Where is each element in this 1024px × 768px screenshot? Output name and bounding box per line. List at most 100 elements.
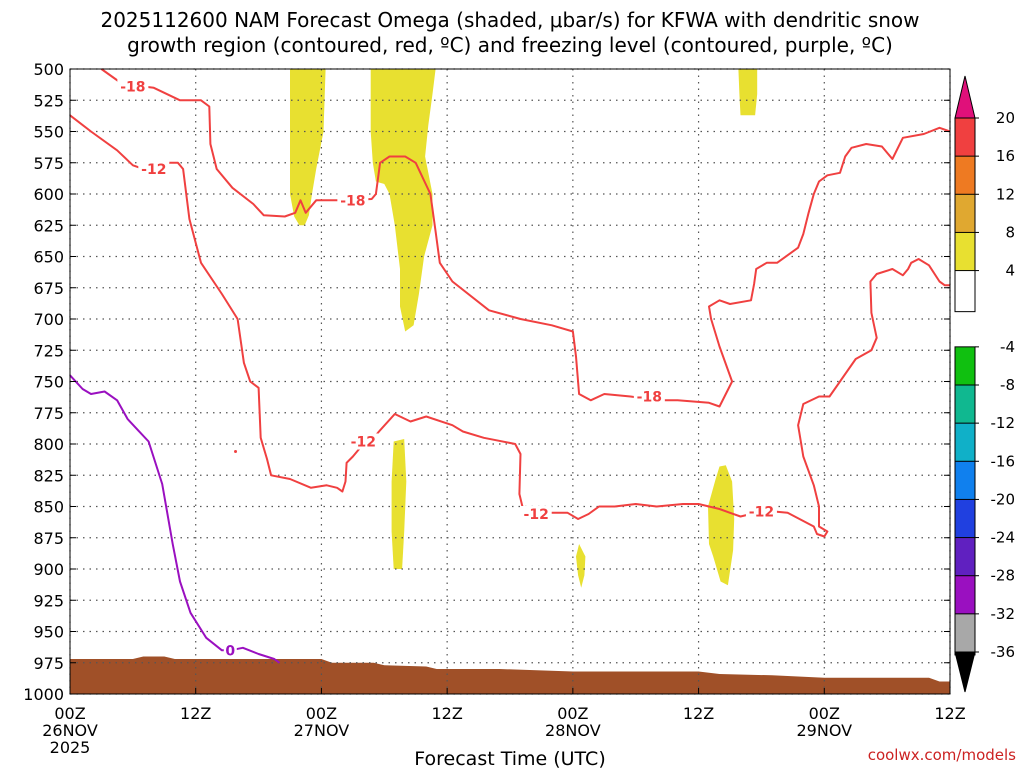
y-tick-label: 675 xyxy=(33,279,64,298)
omega-region-1 xyxy=(290,69,326,226)
colorbar-bin xyxy=(954,537,976,580)
omega-region-2 xyxy=(370,69,436,332)
colorbar-top-arrow xyxy=(954,75,976,119)
dendritic-contour-m18-label: -18 xyxy=(340,193,365,209)
y-tick-label: 750 xyxy=(33,373,64,392)
y-tick-label: 700 xyxy=(33,310,64,329)
colorbar-bin xyxy=(954,117,976,160)
freezing-contour-label-bg xyxy=(223,642,237,659)
dendritic-contour-m18-line xyxy=(100,68,951,408)
y-tick-label: 650 xyxy=(33,248,64,267)
y-tick-label: 525 xyxy=(33,91,64,110)
colorbar-bin xyxy=(954,613,976,656)
x-tick-label: 12Z xyxy=(683,704,714,723)
x-tick-label: 00Z xyxy=(809,704,840,723)
dendritic-contour-m18-label: -18 xyxy=(637,390,662,406)
dendritic-contour-m12-label-bg xyxy=(520,506,552,522)
contour-layer: -18 -18 -18 -12 -12 -12 -12 0 xyxy=(69,68,951,664)
colorbar-label: 12 xyxy=(996,185,1015,203)
colorbar-bin xyxy=(954,422,976,465)
omega-region-5 xyxy=(576,544,586,588)
colorbar-label: -16 xyxy=(991,452,1016,470)
x-axis-label: Forecast Time (UTC) xyxy=(414,748,605,768)
colorbar-bin xyxy=(954,346,976,389)
dendritic-contour-m12-label: -12 xyxy=(749,505,774,521)
y-tick-label: 550 xyxy=(33,123,64,142)
stray-contour-mark xyxy=(234,450,238,453)
colorbar-label: -24 xyxy=(991,529,1016,547)
x-tick-label: 28NOV xyxy=(545,721,601,740)
x-tick-label: 29NOV xyxy=(796,721,852,740)
x-tick-label: 27NOV xyxy=(294,721,350,740)
colorbar-label: 16 xyxy=(996,147,1015,165)
colorbar-bin xyxy=(954,270,976,313)
colorbar-bin xyxy=(954,460,976,503)
omega-shading-layer xyxy=(290,69,758,588)
y-tick-label: 975 xyxy=(33,654,64,673)
below-ground-shading xyxy=(70,656,950,694)
colorbar-label: -36 xyxy=(991,643,1016,661)
x-tick-label: 00Z xyxy=(306,704,337,723)
colorbar-label: -20 xyxy=(991,490,1016,508)
y-tick-label: 825 xyxy=(33,466,64,485)
y-axis: 500 525 550 575 600 625 650 675 700 725 750 775 800 8… xyxy=(23,60,950,704)
colorbar-label: -8 xyxy=(1000,376,1015,394)
x-tick-label: 00Z xyxy=(54,704,85,723)
chart-title-line2: growth region (contoured, red, ºC) and f… xyxy=(127,33,893,57)
y-tick-label: 575 xyxy=(33,154,64,173)
colorbar-bin xyxy=(954,384,976,427)
freezing-contour-label: 0 xyxy=(225,643,235,659)
dendritic-contour-m18-label-bg xyxy=(117,78,149,95)
x-tick-label: 12Z xyxy=(934,704,965,723)
grid-layer xyxy=(69,68,951,695)
y-tick-label: 850 xyxy=(33,498,64,517)
colorbar-label: 4 xyxy=(1005,262,1015,280)
dendritic-contour-m12-label-bg xyxy=(138,161,170,177)
y-tick-label: 925 xyxy=(33,591,64,610)
colorbar-label: -32 xyxy=(991,605,1016,623)
omega-region-4 xyxy=(391,439,407,569)
colorbar: 20 16 12 8 4 -4 -8 -12 -16 -20 -24 -28 -32 -36 xyxy=(954,75,1016,693)
x-tick-label: 12Z xyxy=(431,704,462,723)
y-tick-label: 725 xyxy=(33,341,64,360)
colorbar-bin xyxy=(954,498,976,542)
y-tick-label: 775 xyxy=(33,404,64,423)
dendritic-contour-m12-label-bg xyxy=(347,433,379,450)
credit-text: coolwx.com/models xyxy=(868,746,1016,764)
omega-region-3 xyxy=(738,69,758,116)
y-tick-label: 500 xyxy=(33,60,64,79)
colorbar-bin xyxy=(954,575,976,618)
x-tick-label: 2025 xyxy=(50,738,91,757)
y-tick-label: 600 xyxy=(33,185,64,204)
dendritic-contour-m18-label: -18 xyxy=(120,80,145,96)
colorbar-label: -12 xyxy=(991,414,1016,432)
dendritic-contour-m12-label-bg xyxy=(745,503,777,520)
x-tick-label: 26NOV xyxy=(42,721,98,740)
below-ground-layer xyxy=(70,656,950,694)
dendritic-contour-m12-label: -12 xyxy=(524,507,549,523)
y-tick-label: 800 xyxy=(33,435,64,454)
dendritic-contour-m18-label-bg xyxy=(633,388,665,405)
y-tick-label: 625 xyxy=(33,216,64,235)
dendritic-contour-m18-label-bg xyxy=(337,192,369,209)
y-tick-label: 900 xyxy=(33,560,64,579)
y-tick-label: 875 xyxy=(33,529,64,548)
omega-region-6 xyxy=(708,465,735,586)
colorbar-bin xyxy=(954,231,976,275)
y-tick-label: 950 xyxy=(33,623,64,642)
plot-area: -18 -18 -18 -12 -12 -12 -12 0 500 525 550 575 600 62… xyxy=(23,60,965,757)
freezing-contour-line xyxy=(69,374,281,664)
x-tick-label: 12Z xyxy=(180,704,211,723)
colorbar-label: -4 xyxy=(1000,338,1015,356)
dendritic-contour-m12-line xyxy=(69,114,950,538)
dendritic-contour-m12-label: -12 xyxy=(141,162,166,178)
x-tick-label: 00Z xyxy=(557,704,588,723)
colorbar-label: 20 xyxy=(996,109,1015,127)
dendritic-contour-m12-label: -12 xyxy=(351,435,376,451)
colorbar-label: -28 xyxy=(991,567,1016,585)
y-tick-label: 1000 xyxy=(23,685,64,704)
colorbar-bottom-arrow xyxy=(954,651,976,693)
chart-title-line1: 2025112600 NAM Forecast Omega (shaded, μ… xyxy=(100,8,919,32)
